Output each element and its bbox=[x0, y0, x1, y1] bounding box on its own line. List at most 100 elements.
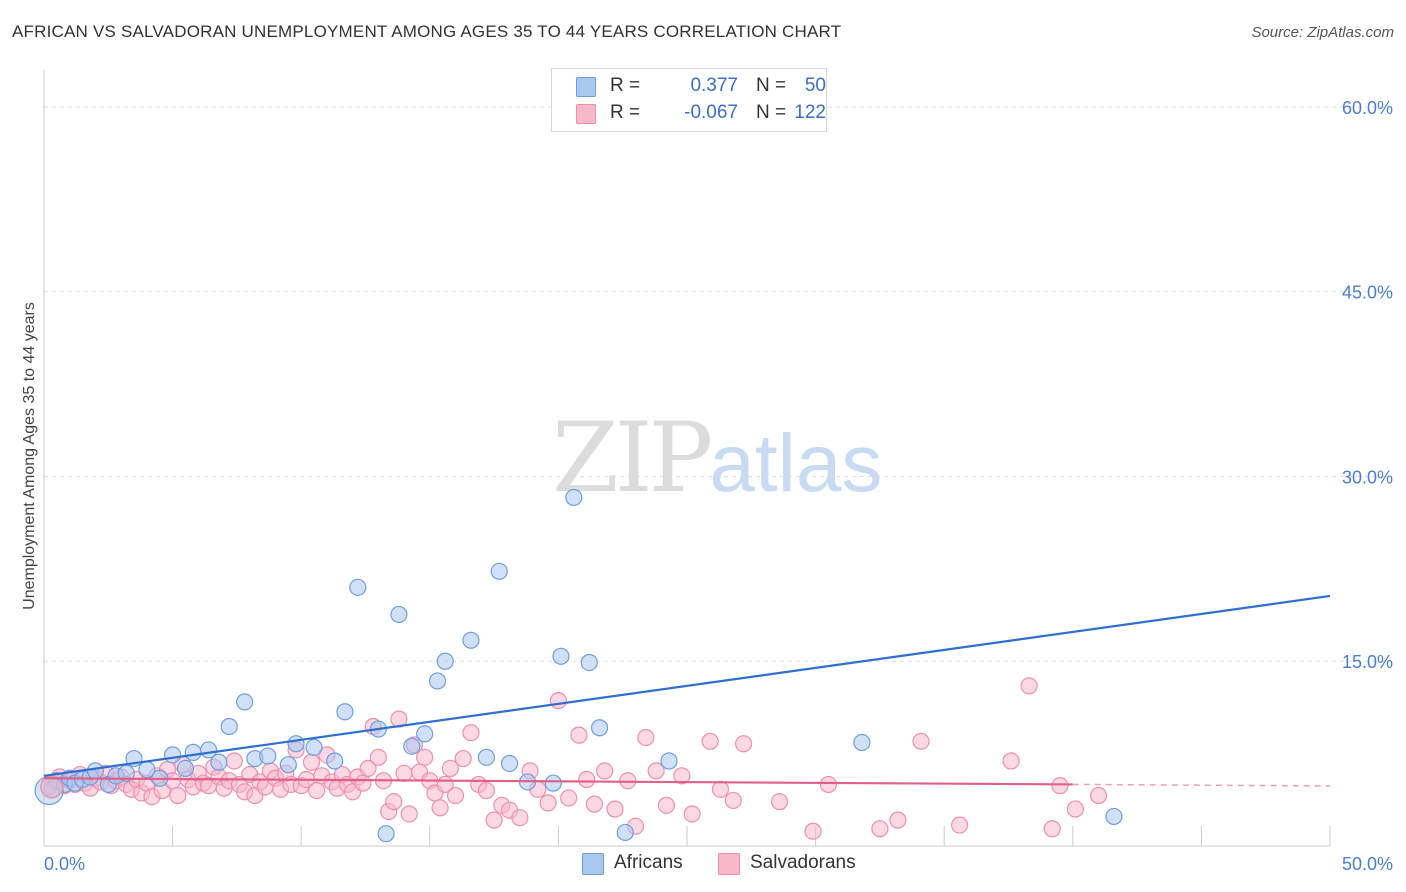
y-axis-title: Unemployment Among Ages 35 to 44 years bbox=[21, 302, 38, 610]
salvadoran-point bbox=[302, 753, 321, 771]
african-point bbox=[164, 746, 182, 764]
african-point bbox=[500, 754, 519, 773]
african-point bbox=[390, 605, 408, 624]
africans-swatch bbox=[576, 77, 596, 97]
axes bbox=[43, 70, 1331, 847]
african-point bbox=[490, 562, 508, 580]
salvadoran-point bbox=[1002, 752, 1020, 770]
salvadoran-point bbox=[596, 762, 614, 780]
correlation-legend: R = 0.377 N = 50 R = -0.067 N = 122 bbox=[551, 68, 827, 132]
salvadoran-point bbox=[354, 774, 372, 792]
salvadorans-trend-extension bbox=[1072, 783, 1331, 787]
legend-r-value: 0.377 bbox=[690, 75, 738, 96]
salvadoran-point bbox=[951, 816, 969, 834]
salvadoran-point bbox=[462, 724, 480, 742]
salvadoran-point bbox=[400, 805, 418, 823]
african-point bbox=[616, 823, 634, 842]
salvadoran-point bbox=[637, 729, 655, 747]
african-point bbox=[552, 647, 570, 665]
salvadoran-point bbox=[734, 735, 753, 753]
legend-n-value: 50 bbox=[804, 75, 826, 96]
salvadoran-point bbox=[724, 791, 742, 810]
salvadoran-point bbox=[701, 732, 719, 750]
salvadoran-point bbox=[1043, 820, 1061, 838]
salvadoran-point bbox=[359, 759, 377, 778]
african-point bbox=[462, 631, 480, 649]
african-point bbox=[184, 743, 202, 761]
africans-legend-label: Africans bbox=[614, 852, 683, 873]
salvadoran-point bbox=[477, 781, 495, 800]
salvadoran-point-cluster bbox=[40, 775, 64, 799]
salvadoran-point bbox=[1089, 786, 1108, 805]
african-point bbox=[660, 752, 678, 770]
y-tick-label: 45.0% bbox=[1342, 283, 1393, 303]
african-point bbox=[590, 719, 609, 737]
african-point bbox=[477, 748, 495, 766]
salvadoran-point bbox=[1020, 677, 1038, 695]
salvadoran-point bbox=[804, 822, 822, 840]
african-point bbox=[428, 672, 447, 690]
data-points bbox=[34, 488, 1123, 843]
salvadoran-point bbox=[369, 748, 387, 766]
x-tick-label-min: 0.0% bbox=[44, 854, 85, 874]
legend-n-value: 122 bbox=[794, 102, 826, 123]
african-point bbox=[403, 737, 421, 755]
african-point bbox=[305, 738, 323, 757]
axis-labels: 15.0% 30.0% 45.0% 60.0% 0.0% 50.0% Unemploymen… bbox=[21, 98, 1393, 874]
salvadoran-point bbox=[169, 786, 187, 805]
salvadoran-point bbox=[606, 800, 624, 818]
salvadoran-point bbox=[225, 752, 243, 770]
salvadoran-point bbox=[560, 789, 578, 807]
salvadoran-point bbox=[549, 692, 568, 710]
chart-source: Source: ZipAtlas.com bbox=[1251, 24, 1394, 41]
salvadoran-point bbox=[395, 764, 413, 782]
african-point bbox=[259, 747, 277, 765]
african-point bbox=[336, 703, 354, 721]
salvadoran-point bbox=[1066, 800, 1084, 818]
salvadoran-point bbox=[657, 796, 676, 814]
african-point bbox=[416, 725, 434, 743]
watermark-atlas: atlas bbox=[709, 418, 883, 509]
y-tick-label: 60.0% bbox=[1342, 98, 1393, 118]
african-point bbox=[544, 774, 562, 792]
y-tick-label: 15.0% bbox=[1342, 652, 1393, 672]
salvadorans-legend-label: Salvadorans bbox=[750, 852, 856, 873]
african-point bbox=[287, 735, 305, 753]
salvadoran-point bbox=[431, 799, 449, 817]
salvadoran-point bbox=[578, 770, 596, 789]
africans-legend-swatch bbox=[582, 853, 604, 875]
african-point bbox=[210, 753, 228, 771]
africans-trend-line bbox=[43, 594, 1331, 777]
salvadoran-point bbox=[683, 805, 701, 823]
legend-r-label: R = bbox=[610, 102, 641, 123]
salvadoran-point bbox=[308, 781, 326, 800]
african-point bbox=[236, 693, 254, 711]
african-point bbox=[377, 825, 395, 843]
african-point bbox=[436, 652, 454, 670]
salvadoran-point bbox=[912, 732, 930, 750]
salvadoran-point bbox=[570, 726, 588, 744]
legend-n-label: N = bbox=[756, 102, 787, 123]
trend-lines bbox=[43, 594, 1331, 787]
salvadoran-point bbox=[441, 759, 459, 778]
legend-r-value: -0.067 bbox=[684, 102, 738, 123]
salvadoran-point bbox=[539, 794, 557, 812]
y-tick-label: 30.0% bbox=[1342, 467, 1393, 487]
salvadoran-point bbox=[585, 795, 604, 813]
x-tick-label-max: 50.0% bbox=[1342, 854, 1393, 874]
african-point bbox=[853, 733, 871, 752]
salvadoran-point bbox=[485, 811, 503, 829]
salvadoran-point bbox=[673, 767, 691, 785]
african-point bbox=[580, 653, 598, 672]
salvadoran-point bbox=[385, 793, 403, 811]
salvadoran-point bbox=[889, 811, 907, 829]
legend-n-label: N = bbox=[756, 75, 787, 96]
salvadorans-trend-line bbox=[43, 777, 1073, 786]
african-point bbox=[565, 488, 583, 507]
african-point bbox=[349, 578, 367, 596]
chart-title: AFRICAN VS SALVADORAN UNEMPLOYMENT AMONG… bbox=[12, 22, 842, 41]
salvadoran-point bbox=[711, 780, 730, 798]
salvadoran-point bbox=[819, 775, 838, 794]
grid-lines bbox=[44, 106, 1392, 662]
